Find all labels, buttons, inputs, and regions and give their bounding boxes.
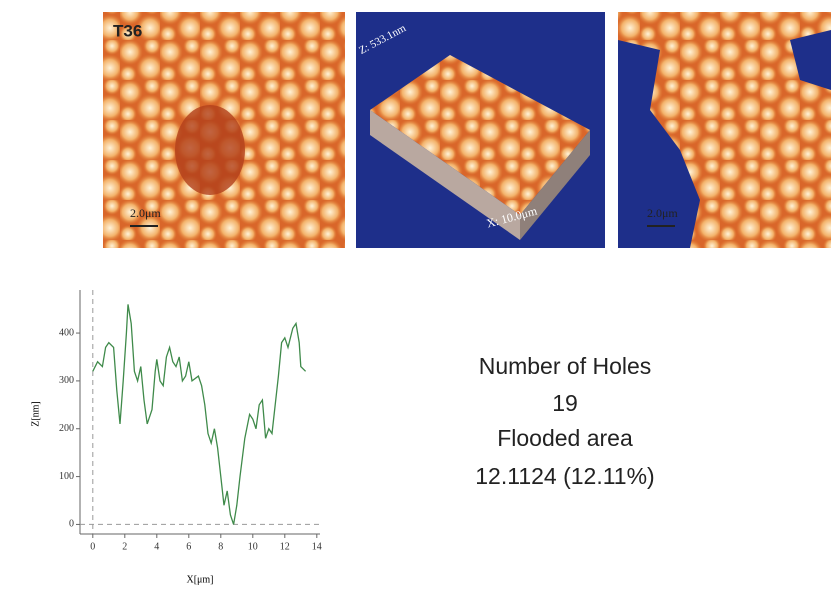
dark-region	[175, 105, 245, 195]
x-tick-label: 10	[248, 541, 258, 552]
y-axis-title: Z[nm]	[30, 401, 41, 427]
stat-value: 19	[552, 390, 578, 416]
x-tick-label: 12	[280, 541, 290, 552]
stat-label: Number of Holes	[479, 353, 652, 379]
y-tick-label: 400	[59, 327, 74, 338]
profile-line	[93, 304, 306, 524]
x-tick-label: 2	[122, 541, 127, 552]
stat-label: Flooded area	[497, 425, 633, 451]
x-tick-label: 0	[90, 541, 95, 552]
y-tick-label: 0	[69, 519, 74, 530]
panel-label: T36	[113, 21, 142, 40]
figure: T36 2.0μm Z: 533.1nm X: 10.0μm 2.0μm Z[n…	[0, 0, 831, 595]
x-tick-label: 4	[154, 541, 159, 552]
x-axis-title: X[μm]	[186, 574, 213, 585]
stat-value: 12.1124 (12.11%)	[475, 463, 654, 489]
scale-text: 2.0μm	[130, 206, 161, 220]
scale-text: 2.0μm	[647, 206, 678, 220]
profile-chart: 0 100 200 300 400 0 2 4 6 8 10 12 14	[59, 290, 322, 552]
x-tick-label: 8	[218, 541, 223, 552]
y-tick-label: 300	[59, 375, 74, 386]
y-tick-label: 200	[59, 423, 74, 434]
x-tick-label: 6	[186, 541, 191, 552]
y-tick-label: 100	[59, 471, 74, 482]
x-tick-label: 14	[312, 541, 322, 552]
